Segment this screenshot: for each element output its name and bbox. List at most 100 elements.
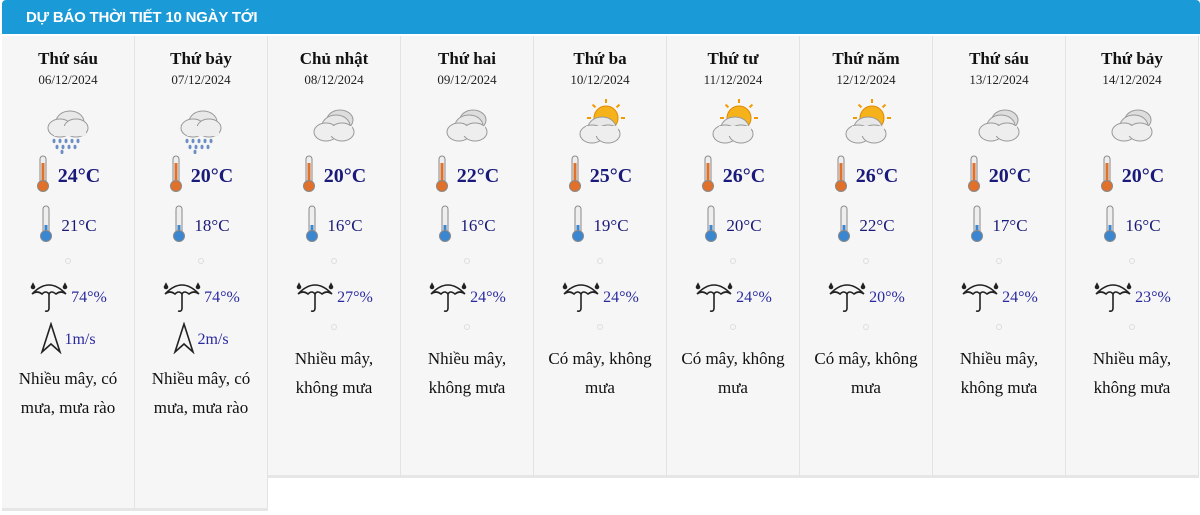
high-temp: 26°C xyxy=(722,164,766,187)
forecast-day: Thứ năm 12/12/2024 26°C 22°C 20°% Có mây… xyxy=(800,36,933,478)
thermometer-hot-icon xyxy=(302,155,316,198)
thermometer-cold-icon xyxy=(837,205,851,248)
dot-icon xyxy=(597,324,603,330)
dot-icon xyxy=(464,324,470,330)
cloud-rain-icon xyxy=(135,96,267,156)
thermometer-hot-icon xyxy=(568,155,582,198)
wind-speed: 1m/s xyxy=(64,331,96,348)
thermometer-hot-icon xyxy=(701,155,715,198)
thermometer-cold-icon xyxy=(438,205,452,248)
dot-icon xyxy=(996,258,1002,264)
cloudy-icon xyxy=(268,96,400,156)
dot-icon xyxy=(331,258,337,264)
wind-speed: 2m/s xyxy=(197,331,229,348)
thermometer-cold-icon xyxy=(704,205,718,248)
rain-chance: 74°% xyxy=(204,289,240,306)
thermometer-cold-icon xyxy=(172,205,186,248)
dot-icon xyxy=(863,258,869,264)
thermometer-hot-icon xyxy=(834,155,848,198)
low-temp: 16°C xyxy=(1125,216,1161,235)
umbrella-icon xyxy=(29,278,69,319)
umbrella-icon xyxy=(827,278,867,319)
dot-icon xyxy=(1129,258,1135,264)
weather-description: Nhiều mây, có mưa, mưa rào xyxy=(151,369,251,417)
day-name: Thứ bảy xyxy=(1101,49,1163,68)
rain-chance: 24°% xyxy=(736,289,772,306)
sun-cloud-icon xyxy=(667,96,799,156)
cloudy-icon xyxy=(933,96,1065,156)
thermometer-cold-icon xyxy=(1103,205,1117,248)
sun-cloud-icon xyxy=(800,96,932,156)
rain-chance: 23°% xyxy=(1135,289,1171,306)
thermometer-cold-icon xyxy=(305,205,319,248)
thermometer-cold-icon xyxy=(970,205,984,248)
day-name: Thứ năm xyxy=(832,49,900,68)
low-temp: 17°C xyxy=(992,216,1028,235)
high-temp: 20°C xyxy=(190,164,234,187)
thermometer-cold-icon xyxy=(39,205,53,248)
thermometer-cold-icon xyxy=(571,205,585,248)
umbrella-icon xyxy=(428,278,468,319)
forecast-day: Thứ sáu 06/12/2024 24°C 21°C 74°% 1m/s N… xyxy=(2,36,135,511)
dot-icon xyxy=(1129,324,1135,330)
forecast-day: Thứ ba 10/12/2024 25°C 19°C 24°% Có mây,… xyxy=(534,36,667,478)
cloudy-icon xyxy=(1066,96,1198,156)
forecast-day: Thứ tư 11/12/2024 26°C 20°C 24°% Có mây,… xyxy=(667,36,800,478)
dot-icon xyxy=(730,324,736,330)
high-temp: 25°C xyxy=(589,164,633,187)
forecast-day: Thứ bảy 07/12/2024 20°C 18°C 74°% 2m/s N… xyxy=(135,36,268,511)
umbrella-icon xyxy=(694,278,734,319)
day-date: 14/12/2024 xyxy=(1102,72,1162,87)
day-name: Thứ sáu xyxy=(969,49,1029,68)
day-date: 10/12/2024 xyxy=(570,72,630,87)
rain-chance: 20°% xyxy=(869,289,905,306)
thermometer-hot-icon xyxy=(36,155,50,198)
cloudy-icon xyxy=(401,96,533,156)
weather-description: Có mây, không mưa xyxy=(814,349,918,397)
high-temp: 20°C xyxy=(323,164,367,187)
high-temp: 26°C xyxy=(855,164,899,187)
low-temp: 18°C xyxy=(194,216,230,235)
day-name: Thứ tư xyxy=(707,49,759,68)
umbrella-icon xyxy=(1093,278,1133,319)
high-temp: 22°C xyxy=(456,164,500,187)
day-date: 12/12/2024 xyxy=(836,72,896,87)
weather-description: Có mây, không mưa xyxy=(548,349,652,397)
dot-icon xyxy=(597,258,603,264)
day-date: 07/12/2024 xyxy=(171,72,231,87)
dot-icon xyxy=(464,258,470,264)
weather-description: Nhiều mây, không mưa xyxy=(959,349,1039,397)
weather-description: Nhiều mây, có mưa, mưa rào xyxy=(18,369,118,417)
day-date: 06/12/2024 xyxy=(38,72,98,87)
day-date: 13/12/2024 xyxy=(969,72,1029,87)
day-date: 09/12/2024 xyxy=(437,72,497,87)
rain-chance: 27°% xyxy=(337,289,373,306)
rain-chance: 24°% xyxy=(1002,289,1038,306)
thermometer-hot-icon xyxy=(435,155,449,198)
low-temp: 20°C xyxy=(726,216,762,235)
thermometer-hot-icon xyxy=(1100,155,1114,198)
dot-icon xyxy=(198,258,204,264)
dot-icon xyxy=(730,258,736,264)
day-name: Thứ bảy xyxy=(170,49,232,68)
umbrella-icon xyxy=(561,278,601,319)
weather-description: Nhiều mây, không mưa xyxy=(427,349,507,397)
umbrella-icon xyxy=(295,278,335,319)
day-name: Thứ hai xyxy=(438,49,496,68)
sun-cloud-icon xyxy=(534,96,666,156)
low-temp: 21°C xyxy=(61,216,97,235)
thermometer-hot-icon xyxy=(169,155,183,198)
day-name: Thứ sáu xyxy=(38,49,98,68)
dot-icon xyxy=(863,324,869,330)
high-temp: 20°C xyxy=(988,164,1032,187)
cloud-rain-icon xyxy=(2,96,134,156)
low-temp: 19°C xyxy=(593,216,629,235)
forecast-day: Thứ hai 09/12/2024 22°C 16°C 24°% Nhiều … xyxy=(401,36,534,478)
rain-chance: 74°% xyxy=(71,289,107,306)
forecast-day: Chủ nhật 08/12/2024 20°C 16°C 27°% Nhiều… xyxy=(268,36,401,478)
forecast-day: Thứ bảy 14/12/2024 20°C 16°C 23°% Nhiều … xyxy=(1066,36,1199,478)
high-temp: 24°C xyxy=(57,164,101,187)
thermometer-hot-icon xyxy=(967,155,981,198)
low-temp: 16°C xyxy=(460,216,496,235)
day-name: Thứ ba xyxy=(573,49,627,68)
